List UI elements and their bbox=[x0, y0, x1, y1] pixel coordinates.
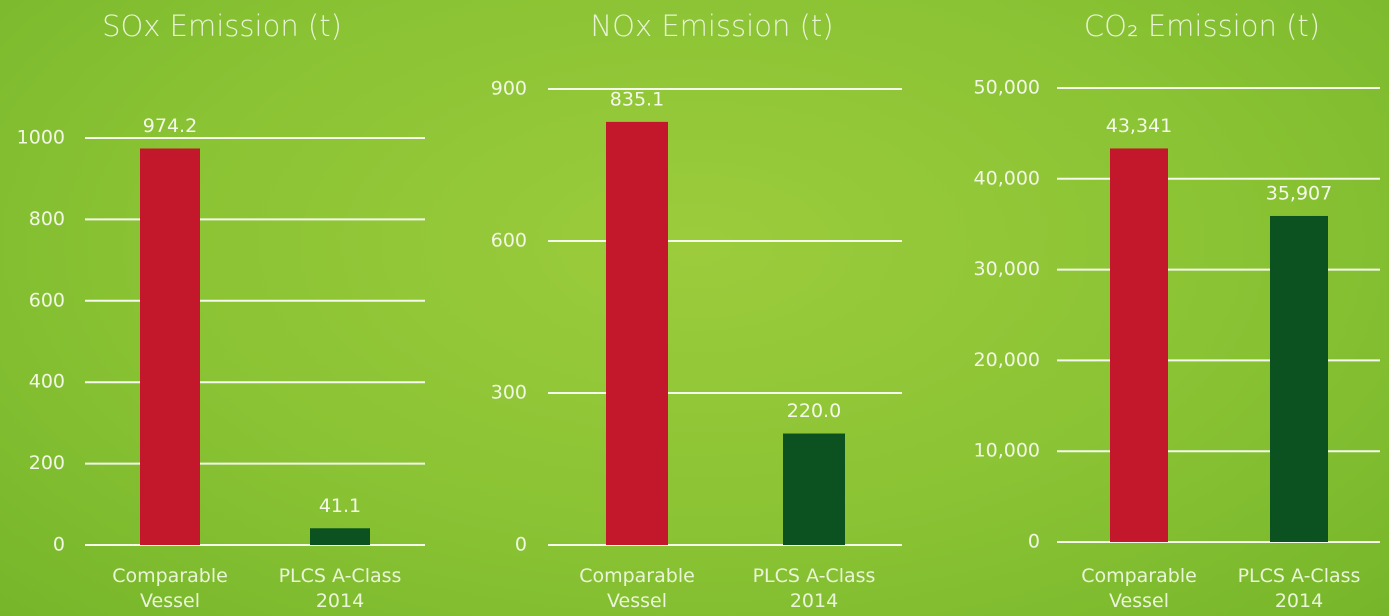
y-tick-label: 50,000 bbox=[974, 77, 1040, 99]
y-tick-label: 40,000 bbox=[974, 167, 1040, 189]
value-label: 835.1 bbox=[610, 88, 664, 110]
y-tick-label: 200 bbox=[29, 452, 65, 474]
y-tick-label: 0 bbox=[515, 534, 527, 556]
value-label: 43,341 bbox=[1106, 115, 1172, 137]
chart-title: SOx Emission (t) bbox=[102, 9, 342, 43]
y-tick-label: 10,000 bbox=[974, 440, 1040, 462]
y-tick-label: 0 bbox=[53, 534, 65, 556]
y-tick-label: 300 bbox=[491, 382, 527, 404]
x-tick-label: Comparable Vessel bbox=[579, 565, 695, 612]
value-label: 41.1 bbox=[319, 495, 361, 517]
chart-title: CO₂ Emission (t) bbox=[1084, 9, 1320, 43]
bar bbox=[1110, 148, 1168, 542]
x-tick-label: PLCS A-Class 2014 bbox=[752, 565, 876, 612]
chart-title: NOx Emission (t) bbox=[590, 9, 833, 43]
bar bbox=[140, 148, 200, 545]
y-tick-label: 600 bbox=[491, 230, 527, 252]
bar bbox=[310, 528, 370, 545]
x-tick-label: Comparable Vessel bbox=[1081, 565, 1197, 612]
y-tick-label: 20,000 bbox=[974, 349, 1040, 371]
x-tick-label: PLCS A-Class 2014 bbox=[278, 565, 402, 612]
y-tick-label: 30,000 bbox=[974, 258, 1040, 280]
x-tick-label: Comparable Vessel bbox=[112, 565, 228, 612]
y-tick-label: 600 bbox=[29, 289, 65, 311]
y-tick-label: 0 bbox=[1028, 531, 1040, 553]
bar bbox=[1270, 215, 1328, 542]
y-tick-label: 900 bbox=[491, 78, 527, 100]
bar bbox=[783, 433, 845, 545]
bar bbox=[606, 121, 668, 546]
y-tick-label: 400 bbox=[29, 371, 65, 393]
y-tick-label: 800 bbox=[29, 208, 65, 230]
y-tick-label: 1000 bbox=[17, 127, 65, 149]
value-label: 220.0 bbox=[787, 400, 841, 422]
x-tick-label: PLCS A-Class 2014 bbox=[1237, 565, 1361, 612]
value-label: 974.2 bbox=[143, 115, 197, 137]
value-label: 35,907 bbox=[1266, 182, 1332, 204]
